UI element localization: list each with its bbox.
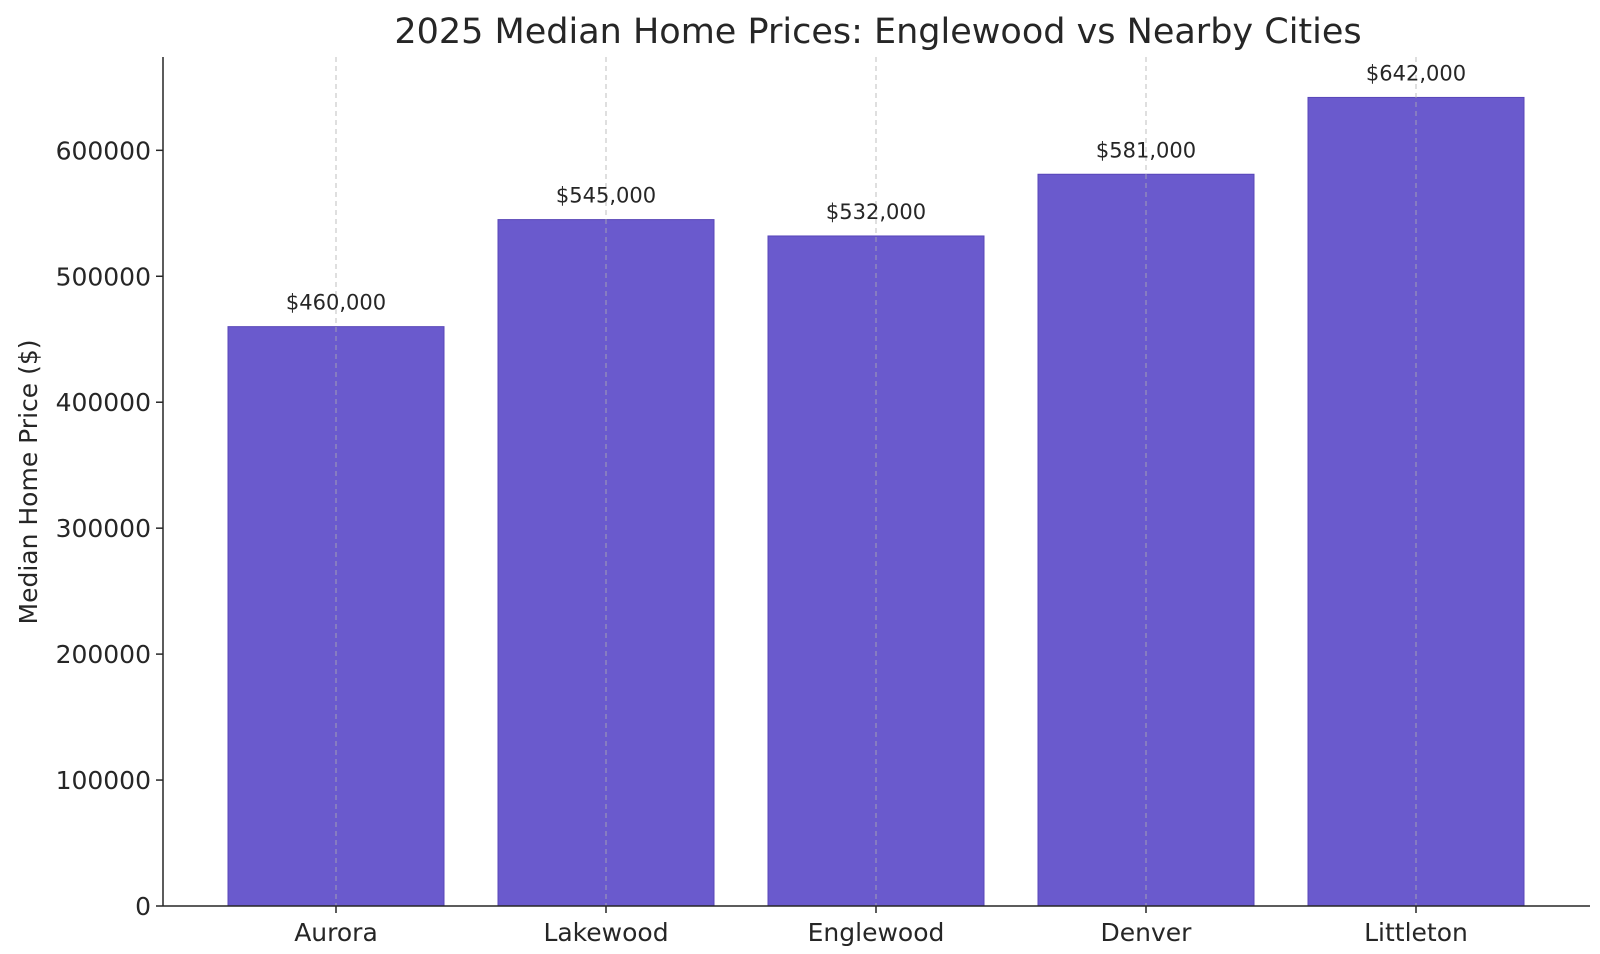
y-tick-label: 500000 bbox=[56, 262, 151, 291]
x-tick-label: Aurora bbox=[294, 918, 378, 947]
data-labels-group: $460,000 $545,000 $532,000 $581,000 $642,000 bbox=[286, 61, 1466, 314]
bar-denver bbox=[1037, 173, 1255, 907]
data-label: $545,000 bbox=[556, 184, 656, 208]
chart-title: 2025 Median Home Prices: Englewood vs Ne… bbox=[394, 12, 1361, 52]
data-label: $460,000 bbox=[286, 291, 386, 315]
y-tick-label: 600000 bbox=[56, 136, 151, 165]
grid-lines bbox=[335, 57, 1417, 906]
y-tick-label: 300000 bbox=[56, 514, 151, 543]
data-label: $581,000 bbox=[1096, 138, 1196, 162]
x-ticks: Aurora Lakewood Englewood Denver Littleton bbox=[294, 906, 1468, 947]
data-label: $532,000 bbox=[826, 200, 926, 224]
y-axis-label: Median Home Price ($) bbox=[14, 340, 43, 625]
y-ticks: 0 100000 200000 300000 400000 500000 600000 bbox=[56, 136, 163, 921]
x-tick-label: Littleton bbox=[1364, 918, 1468, 947]
x-tick-label: Lakewood bbox=[543, 918, 668, 947]
y-tick-label: 200000 bbox=[56, 640, 151, 669]
y-tick-label: 100000 bbox=[56, 766, 151, 795]
y-tick-label: 400000 bbox=[56, 388, 151, 417]
x-tick-label: Denver bbox=[1101, 918, 1193, 947]
x-tick-label: Englewood bbox=[808, 918, 945, 947]
data-label: $642,000 bbox=[1366, 61, 1466, 85]
y-tick-label: 0 bbox=[135, 892, 151, 921]
